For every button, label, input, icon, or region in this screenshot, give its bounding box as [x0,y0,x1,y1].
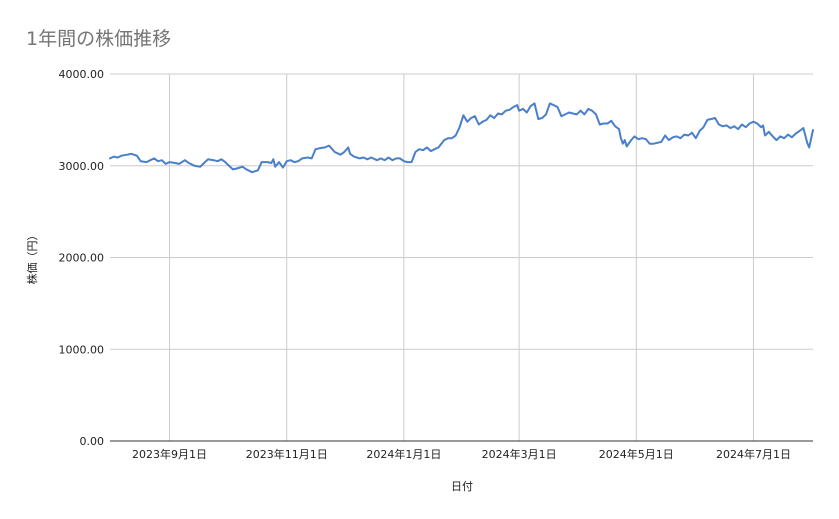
y-axis-title: 株価（円） [25,230,39,285]
x-tick-label: 2024年3月1日 [482,447,557,461]
y-tick-label: 3000.00 [59,160,105,173]
x-tick-label: 2024年7月1日 [716,447,791,461]
x-tick-label: 2023年11月1日 [246,447,328,461]
y-tick-label: 4000.00 [59,68,105,81]
tick-labels: 0.00 1000.00 2000.00 3000.00 4000.00 2023年9月1… [59,68,791,461]
gridlines [110,73,813,441]
y-tick-label: 2000.00 [59,252,105,265]
series-line-1 [109,102,814,174]
y-tick-label: 1000.00 [59,343,105,356]
chart-title: 1年間の株価推移 [26,28,172,50]
x-axis-title: 日付 [451,480,473,493]
y-tick-label: 0.00 [80,435,105,448]
x-tick-label: 2024年1月1日 [366,447,441,461]
x-tick-label: 2023年9月1日 [132,447,207,461]
x-tick-label: 2024年5月1日 [599,447,674,461]
series-layer [109,102,814,174]
